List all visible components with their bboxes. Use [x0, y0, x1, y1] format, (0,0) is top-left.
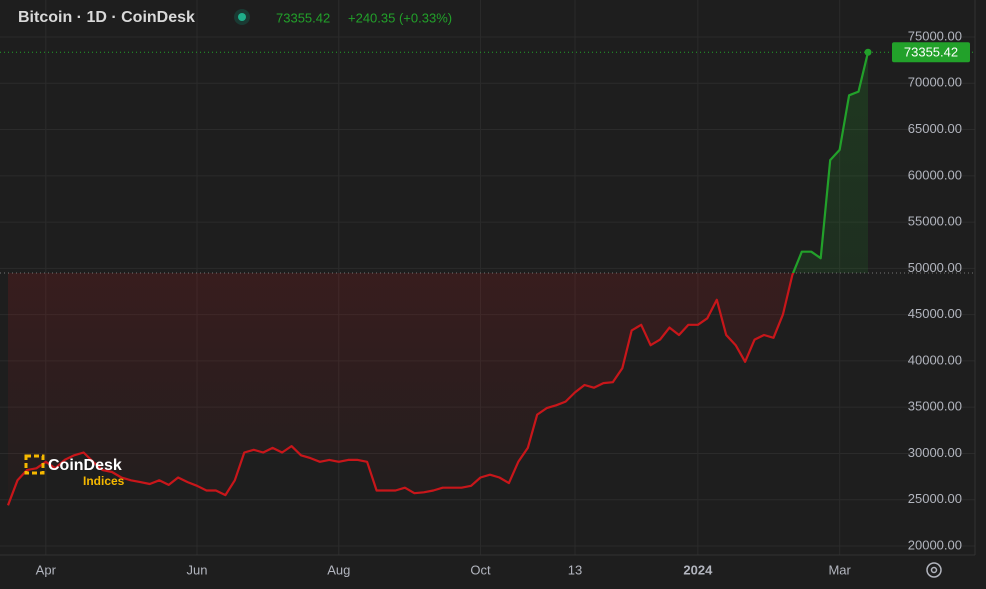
gear-inner	[930, 566, 938, 574]
settings-button[interactable]	[926, 562, 942, 578]
x-tick-label: Apr	[36, 562, 57, 577]
last-point	[864, 48, 872, 56]
y-tick-label: 30000.00	[908, 445, 962, 460]
y-tick-label: 25000.00	[908, 491, 962, 506]
x-tick-label: Oct	[470, 562, 491, 577]
y-tick-label: 60000.00	[908, 167, 962, 182]
watermark-sub: Indices	[83, 474, 125, 488]
x-tick-label: Mar	[828, 562, 851, 577]
status-dot	[238, 13, 246, 21]
x-tick-label: 2024	[683, 562, 713, 577]
last-price: 73355.42	[276, 10, 330, 25]
x-tick-label: Jun	[187, 562, 208, 577]
price-tag	[892, 42, 970, 63]
axes: 75000.00 70000.00 65000.00 60000.00 55000.00…	[0, 0, 976, 577]
watermark: CoinDesk Indices	[24, 454, 125, 488]
area-below	[8, 272, 868, 506]
x-tick-label: Aug	[327, 562, 350, 577]
price-tag-label: 73355.42	[904, 45, 958, 60]
y-tick-label: 55000.00	[908, 214, 962, 229]
y-tick-label: 65000.00	[908, 121, 962, 136]
watermark-name: CoinDesk	[48, 457, 122, 474]
y-tick-label: 50000.00	[908, 260, 962, 275]
y-tick-label: 70000.00	[908, 75, 962, 90]
y-tick-label: 75000.00	[908, 28, 962, 43]
y-tick-label: 35000.00	[908, 399, 962, 414]
y-tick-label: 20000.00	[908, 537, 962, 552]
y-tick-label: 40000.00	[908, 352, 962, 367]
watermark-logo	[24, 454, 45, 475]
y-tick-label: 45000.00	[908, 306, 962, 321]
x-tick-label: 13	[568, 562, 582, 577]
price-change: +240.35 (+0.33%)	[348, 10, 452, 25]
gear-outer	[926, 562, 942, 578]
chart-title: Bitcoin · 1D · CoinDesk	[18, 9, 195, 26]
price-line	[6, 51, 870, 506]
plot	[0, 48, 975, 506]
